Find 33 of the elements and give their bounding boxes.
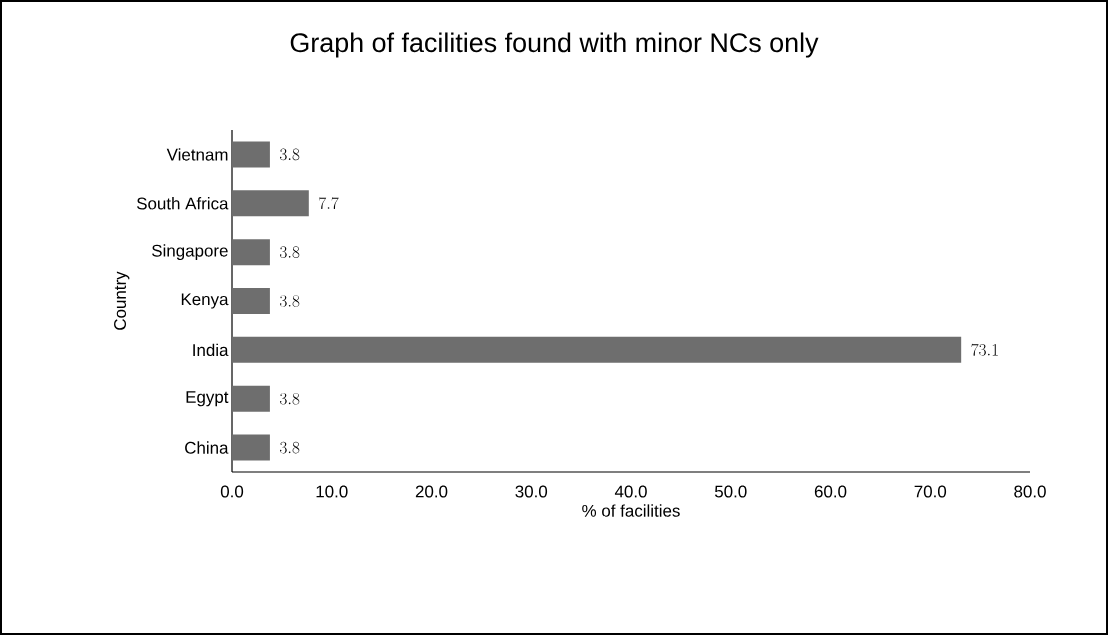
- x-tick-label: 70.0: [914, 485, 947, 498]
- y-tick-label: China: [185, 441, 229, 454]
- y-axis-title: Country: [114, 271, 130, 330]
- data-label: 3.8: [279, 148, 300, 161]
- bar: [232, 385, 270, 412]
- y-tick-label: Kenya: [181, 293, 229, 309]
- data-label: 3.8: [279, 246, 300, 258]
- x-tick-label: 50.0: [714, 485, 747, 498]
- y-tick-label: Singapore: [152, 244, 228, 261]
- y-tick-label: South Africa: [136, 197, 229, 210]
- x-tick-label: 60.0: [814, 485, 847, 498]
- bar: [232, 336, 962, 363]
- bar: [232, 434, 270, 461]
- data-label: 73. 1: [971, 343, 998, 356]
- y-tick-label: Vietnam: [166, 148, 228, 161]
- data-label: 3.8: [279, 392, 300, 405]
- data-label: 3.8: [279, 441, 300, 454]
- x-tick-label: 0.0: [220, 485, 244, 498]
- x-tick-label: 40.0: [614, 485, 647, 498]
- x-tick-label: 20.0: [415, 485, 448, 498]
- bar: [232, 239, 270, 266]
- chart-title: Graph of facilities found with minor NCs only: [290, 32, 819, 58]
- y-tick-label: Egypt: [186, 391, 229, 407]
- data-label: 3.8: [279, 295, 300, 307]
- x-tick-label: 80.0: [1014, 485, 1046, 498]
- bar: [232, 190, 309, 217]
- x-tick-label: 30.0: [515, 485, 548, 498]
- bar: [232, 141, 270, 168]
- x-axis-title: % of facilities: [582, 504, 680, 517]
- data-label: 7.7: [319, 197, 339, 210]
- bar: [232, 288, 270, 315]
- x-tick-label: 10.0: [316, 485, 348, 498]
- y-tick-label: India: [193, 343, 229, 357]
